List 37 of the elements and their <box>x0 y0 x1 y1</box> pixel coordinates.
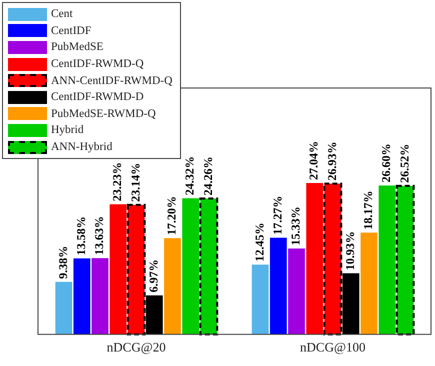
data-label: 27.04% <box>306 140 321 180</box>
legend-label: ANN-Hybrid <box>51 141 112 154</box>
legend-label: Hybrid <box>51 124 84 136</box>
bar <box>92 258 108 334</box>
legend-label: Cent <box>51 8 73 20</box>
data-label: 12.45% <box>252 222 266 262</box>
bar <box>360 232 378 334</box>
legend-label: CentIDF <box>51 24 92 37</box>
data-label: 10.93% <box>342 231 357 270</box>
legend-label: PubMedSE-RWMD-Q <box>51 108 156 120</box>
data-label: 23.14% <box>128 162 142 202</box>
bar <box>270 238 287 334</box>
data-label: 23.23% <box>110 162 124 202</box>
data-label: 13.58% <box>74 216 88 256</box>
bar <box>55 282 72 334</box>
bar <box>288 248 305 334</box>
data-label: 15.33% <box>288 206 303 246</box>
legend-label: CentIDF-RWMD-D <box>51 91 144 104</box>
bar <box>252 264 269 334</box>
data-label: 9.38% <box>56 246 70 279</box>
data-label: 17.27% <box>270 196 284 235</box>
data-label: 13.63% <box>92 216 106 256</box>
data-label: 24.26% <box>200 156 215 196</box>
x-tick-label: nDCG@100 <box>300 340 366 355</box>
data-label: 26.60% <box>379 143 394 182</box>
data-label: 24.32% <box>182 156 197 196</box>
data-label: 18.17% <box>361 190 376 230</box>
legend-label: CentIDF-RWMD-Q <box>51 58 144 70</box>
data-label: 26.93% <box>324 142 339 181</box>
data-label: 17.20% <box>164 196 179 236</box>
data-label: 26.52% <box>397 144 412 183</box>
bar <box>164 238 181 334</box>
bar <box>73 258 90 334</box>
x-tick-label: nDCG@20 <box>106 340 166 355</box>
legend-label: ANN-CentIDF-RWMD-Q <box>51 74 172 87</box>
data-label: 6.97% <box>146 259 160 292</box>
legend-label: PubMedSE <box>51 41 104 54</box>
